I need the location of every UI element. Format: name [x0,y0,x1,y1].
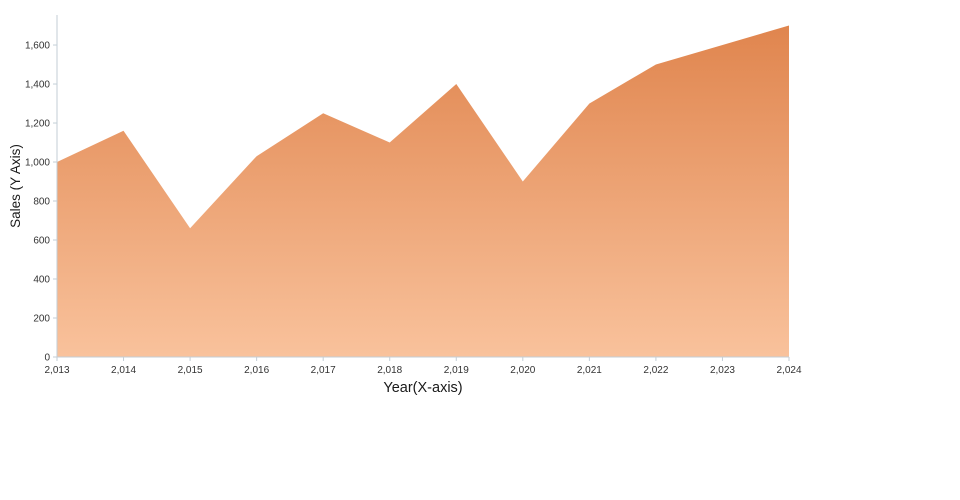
x-tick-label: 2,021 [577,365,602,376]
x-tick-label: 2,020 [510,365,535,376]
x-tick-label: 2,017 [311,365,336,376]
y-tick-label: 600 [33,236,50,247]
x-axis-title: Year(X-axis) [383,380,462,396]
x-tick-label: 2,019 [444,365,469,376]
y-tick-label: 800 [33,197,50,208]
y-tick-label: 1,600 [25,41,50,52]
x-tick-label: 2,022 [643,365,668,376]
x-tick-label: 2,023 [710,365,735,376]
y-tick-label: 200 [33,314,50,325]
x-tick-label: 2,024 [776,365,801,376]
x-tick-label: 2,016 [244,365,269,376]
x-tick-label: 2,014 [111,365,136,376]
x-tick-label: 2,013 [44,365,69,376]
y-tick-label: 400 [33,275,50,286]
y-axis-title: Sales (Y Axis) [8,144,23,228]
y-tick-label: 0 [44,353,50,364]
x-tick-label: 2,015 [178,365,203,376]
y-tick-label: 1,000 [25,158,50,169]
x-tick-label: 2,018 [377,365,402,376]
y-tick-label: 1,400 [25,80,50,91]
sales-area-series[interactable] [57,25,789,358]
y-tick-label: 1,200 [25,119,50,130]
